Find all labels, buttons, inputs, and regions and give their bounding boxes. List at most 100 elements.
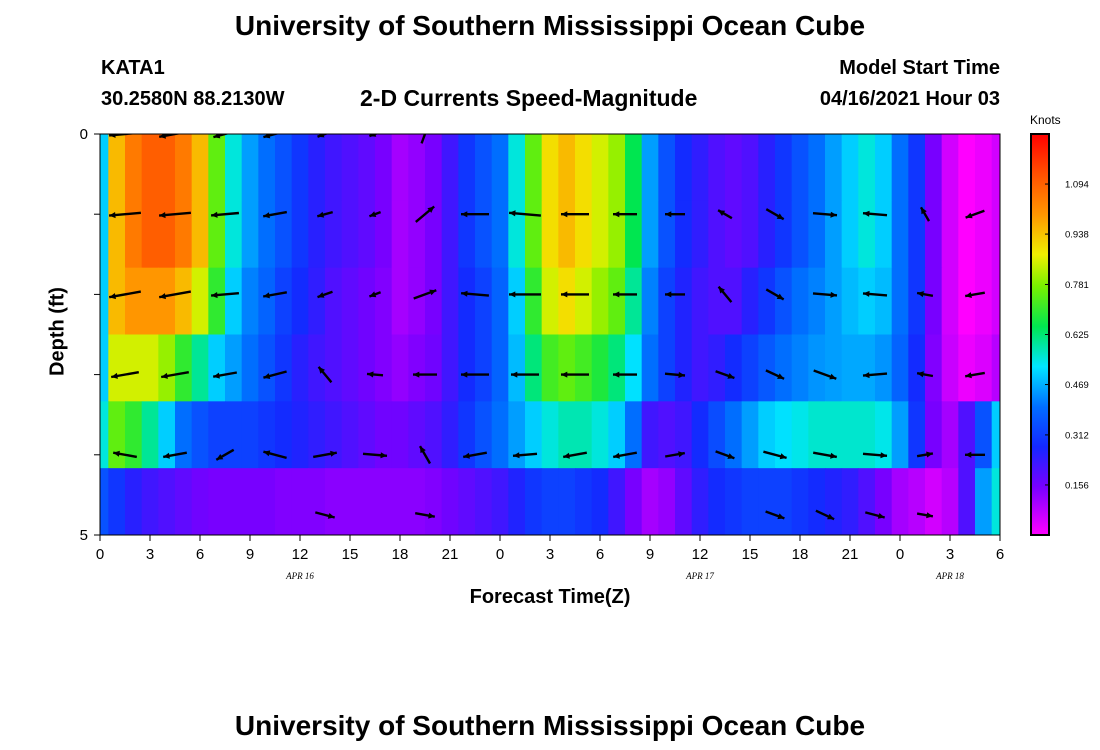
heatmap-cell: [158, 334, 176, 402]
heatmap-cell: [158, 401, 176, 469]
colorbar-label: 0.625: [1065, 330, 1089, 341]
heatmap-cell: [491, 468, 509, 535]
heatmap-cell: [858, 267, 876, 336]
heatmap-cell: [258, 134, 276, 202]
heatmap-cell: [358, 401, 376, 469]
colorbar-unit-label: Knots: [1030, 113, 1061, 127]
heatmap-cell: [591, 200, 609, 269]
current-vector: [263, 370, 287, 379]
heatmap-cell: [325, 401, 343, 469]
heatmap-cell: [658, 134, 676, 202]
current-vector: [812, 291, 838, 298]
heatmap-cell: [908, 334, 926, 402]
date-label: APR 17: [685, 571, 714, 581]
heatmap-cell: [291, 334, 309, 402]
heatmap-cell: [675, 334, 693, 402]
heatmap-cell: [191, 334, 209, 402]
current-vector: [613, 211, 637, 218]
current-vector: [965, 451, 985, 458]
heatmap-cell: [991, 200, 1000, 269]
heatmap-cell: [508, 401, 526, 469]
plot-title: 2-D Currents Speed-Magnitude: [360, 85, 698, 111]
heatmap-cell: [308, 468, 326, 535]
heatmap-cell: [208, 334, 226, 402]
current-vector: [511, 371, 539, 378]
heatmap-cell: [691, 200, 709, 269]
heatmap-cell: [758, 468, 776, 535]
heatmap-cell: [941, 200, 959, 269]
current-vector: [812, 211, 838, 218]
heatmap-cell: [375, 334, 393, 402]
heatmap-cell: [825, 468, 843, 535]
heatmap-cell: [258, 468, 276, 535]
x-tick-label: 18: [392, 546, 409, 563]
current-vector: [112, 450, 138, 459]
x-tick-label: 6: [196, 546, 204, 563]
current-vector: [413, 289, 437, 300]
current-vector: [420, 134, 427, 144]
x-tick-label: 0: [496, 546, 504, 563]
heatmap-cell: [841, 200, 859, 269]
current-vector: [715, 370, 735, 380]
heatmap-cell: [691, 468, 709, 535]
heatmap-cell: [975, 401, 993, 469]
heatmap-cell: [791, 200, 809, 269]
heatmap-cell: [208, 401, 226, 469]
heatmap-cell: [675, 401, 693, 469]
heatmap-cell: [891, 401, 909, 469]
heatmap-cell: [108, 468, 126, 535]
current-vector: [108, 134, 139, 138]
heatmap-cell: [491, 401, 509, 469]
heatmap-cell: [875, 267, 893, 336]
heatmap-cell: [308, 334, 326, 402]
heatmap-cell: [391, 134, 409, 202]
current-vector: [418, 445, 432, 465]
heatmap-cell: [441, 267, 459, 336]
current-vector: [717, 285, 733, 303]
current-vector: [366, 371, 384, 378]
current-vector: [664, 451, 686, 458]
heatmap-cell: [808, 267, 826, 336]
heatmap-cell: [975, 267, 993, 336]
current-vector: [108, 290, 142, 300]
heatmap-cell: [575, 134, 593, 202]
current-vector: [862, 452, 888, 459]
heatmap-cell: [975, 134, 993, 202]
date-label: APR 18: [935, 571, 964, 581]
heatmap-cell: [858, 134, 876, 202]
colorbar-label: 0.156: [1065, 480, 1089, 491]
current-vector: [263, 450, 287, 460]
current-vector: [210, 211, 240, 218]
heatmap-cell: [358, 334, 376, 402]
heatmap-cell: [241, 401, 259, 469]
heatmap-cell: [758, 401, 776, 469]
heatmap-cell: [100, 468, 109, 535]
colorbar-label: 0.781: [1065, 280, 1089, 291]
heatmap-cell: [458, 334, 476, 402]
heatmap-cell: [541, 334, 559, 402]
current-vector: [862, 372, 888, 379]
heatmap-cell: [408, 334, 426, 402]
current-vector: [312, 450, 338, 459]
page-title-bottom: University of Southern Mississippi Ocean…: [234, 710, 866, 741]
heatmap-cell: [675, 134, 693, 202]
heatmap-cell: [741, 401, 759, 469]
current-vector: [916, 291, 934, 298]
heatmap-cell: [441, 401, 459, 469]
current-vector: [317, 134, 329, 138]
heatmap-cell: [575, 468, 593, 535]
heatmap-cell: [741, 468, 759, 535]
heatmap-cell: [958, 200, 976, 269]
heatmap-cell: [225, 267, 243, 336]
station-id: KATA1: [101, 57, 165, 79]
current-vector: [813, 369, 837, 380]
heatmap-cell: [575, 401, 593, 469]
heatmap-cell: [525, 200, 543, 269]
heatmap-cell: [941, 401, 959, 469]
heatmap-cell: [141, 267, 159, 336]
heatmap-cell: [925, 134, 943, 202]
heatmap-cell: [141, 200, 159, 269]
heatmap-cell: [691, 134, 709, 202]
heatmap-cell: [675, 468, 693, 535]
heatmap-cell: [858, 468, 876, 535]
